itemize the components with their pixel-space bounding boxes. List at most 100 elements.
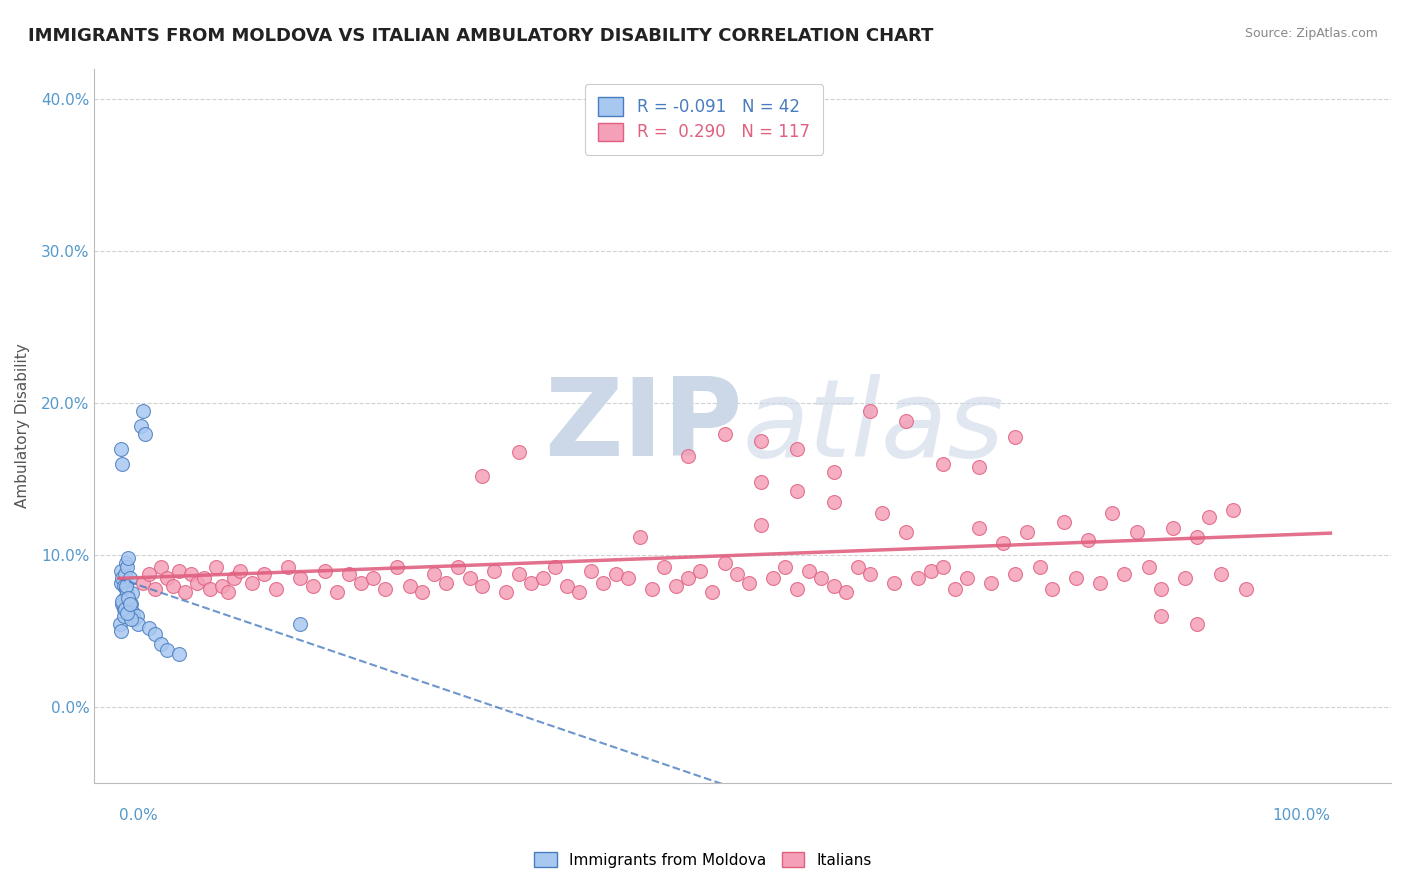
- Point: [773, 560, 796, 574]
- Point: [1064, 571, 1087, 585]
- Point: [111, 594, 134, 608]
- Text: 0.0%: 0.0%: [118, 808, 157, 823]
- Point: [1114, 566, 1136, 581]
- Point: [129, 419, 152, 434]
- Point: [1222, 502, 1244, 516]
- Point: [150, 560, 173, 574]
- Point: [169, 647, 191, 661]
- Point: [204, 560, 226, 574]
- Point: [434, 575, 457, 590]
- Point: [725, 566, 748, 581]
- Point: [337, 566, 360, 581]
- Point: [471, 579, 494, 593]
- Point: [568, 584, 591, 599]
- Point: [125, 609, 148, 624]
- Point: [823, 465, 845, 479]
- Point: [374, 582, 396, 596]
- Point: [508, 445, 530, 459]
- Point: [896, 525, 918, 540]
- Point: [127, 616, 149, 631]
- Point: [1125, 525, 1147, 540]
- Point: [616, 571, 638, 585]
- Point: [870, 506, 893, 520]
- Point: [762, 571, 785, 585]
- Point: [581, 564, 603, 578]
- Point: [1004, 430, 1026, 444]
- Point: [859, 404, 882, 418]
- Y-axis label: Ambulatory Disability: Ambulatory Disability: [15, 343, 30, 508]
- Point: [121, 586, 143, 600]
- Point: [943, 582, 966, 596]
- Point: [1028, 560, 1050, 574]
- Point: [120, 612, 142, 626]
- Point: [749, 434, 772, 449]
- Point: [398, 579, 420, 593]
- Point: [1174, 571, 1197, 585]
- Point: [993, 536, 1015, 550]
- Point: [786, 582, 808, 596]
- Point: [835, 584, 858, 599]
- Point: [110, 442, 132, 456]
- Point: [823, 579, 845, 593]
- Point: [689, 564, 711, 578]
- Point: [738, 575, 761, 590]
- Point: [111, 571, 134, 585]
- Point: [458, 571, 481, 585]
- Point: [641, 582, 664, 596]
- Point: [1137, 560, 1160, 574]
- Point: [713, 556, 735, 570]
- Point: [174, 584, 197, 599]
- Point: [980, 575, 1002, 590]
- Point: [1150, 582, 1173, 596]
- Point: [810, 571, 832, 585]
- Point: [447, 560, 470, 574]
- Point: [301, 579, 323, 593]
- Point: [169, 564, 191, 578]
- Point: [115, 606, 138, 620]
- Point: [114, 601, 136, 615]
- Point: [115, 556, 138, 570]
- Point: [823, 495, 845, 509]
- Point: [156, 642, 179, 657]
- Point: [749, 517, 772, 532]
- Point: [495, 584, 517, 599]
- Point: [156, 571, 179, 585]
- Point: [117, 594, 139, 608]
- Point: [967, 460, 990, 475]
- Point: [1017, 525, 1039, 540]
- Point: [799, 564, 821, 578]
- Point: [896, 414, 918, 428]
- Point: [115, 586, 138, 600]
- Point: [110, 564, 132, 578]
- Point: [1004, 566, 1026, 581]
- Point: [162, 579, 184, 593]
- Point: [138, 566, 160, 581]
- Point: [931, 560, 953, 574]
- Text: 100.0%: 100.0%: [1272, 808, 1330, 823]
- Point: [749, 475, 772, 490]
- Point: [1185, 616, 1208, 631]
- Point: [859, 566, 882, 581]
- Point: [132, 575, 155, 590]
- Point: [118, 597, 141, 611]
- Point: [1053, 515, 1076, 529]
- Point: [290, 571, 312, 585]
- Point: [111, 597, 134, 611]
- Point: [110, 624, 132, 639]
- Point: [132, 404, 155, 418]
- Point: [628, 530, 651, 544]
- Point: [229, 564, 252, 578]
- Point: [713, 426, 735, 441]
- Point: [112, 601, 135, 615]
- Point: [411, 584, 433, 599]
- Point: [652, 560, 675, 574]
- Point: [931, 457, 953, 471]
- Point: [110, 575, 132, 590]
- Point: [143, 627, 166, 641]
- Point: [115, 560, 138, 574]
- Text: atlas: atlas: [742, 374, 1005, 478]
- Point: [967, 521, 990, 535]
- Point: [605, 566, 627, 581]
- Point: [108, 616, 131, 631]
- Point: [846, 560, 869, 574]
